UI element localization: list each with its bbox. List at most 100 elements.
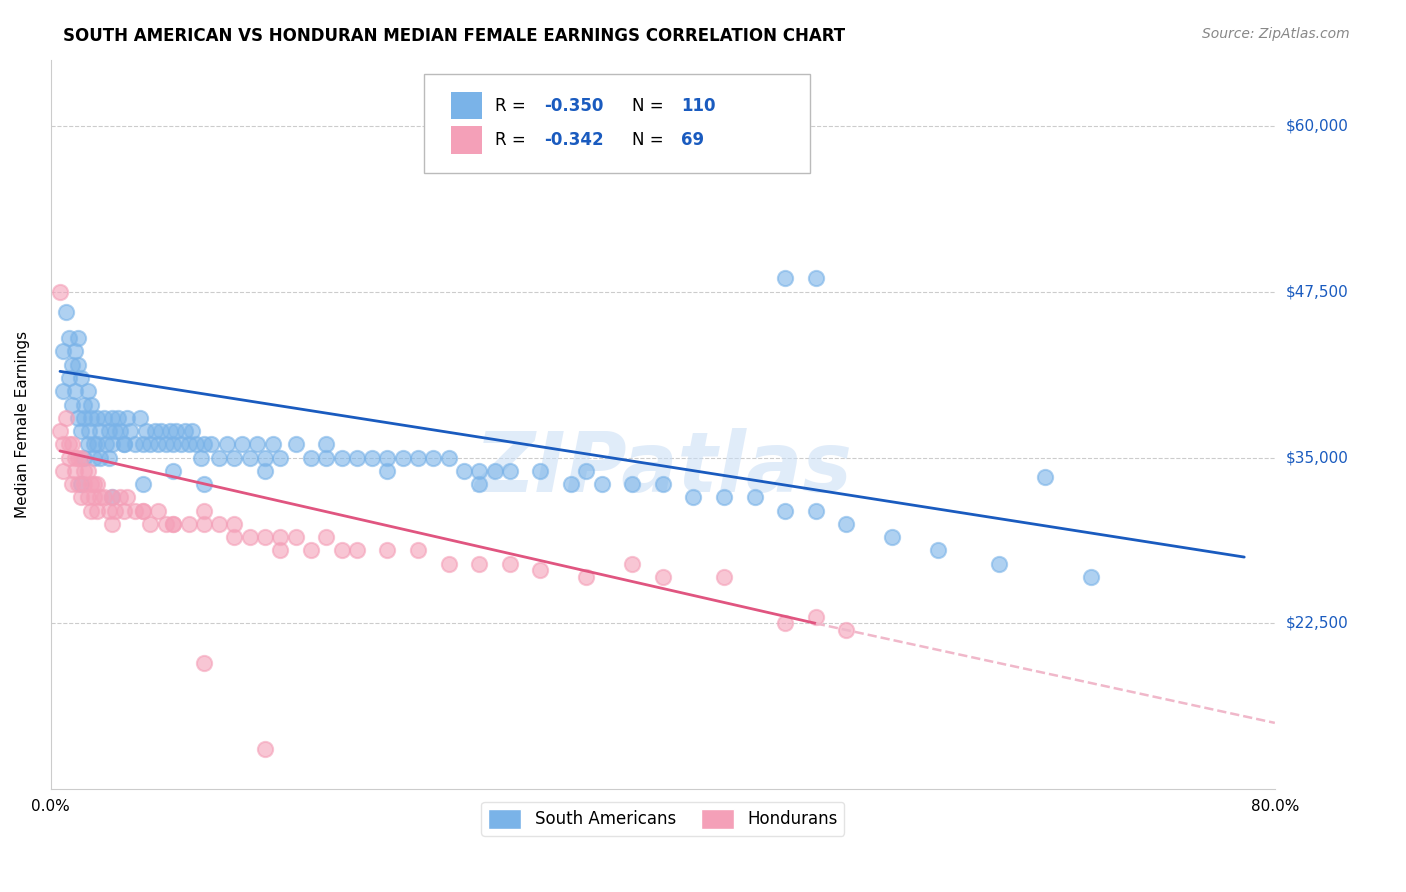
Point xyxy=(124,503,146,517)
Point xyxy=(86,437,108,451)
Point xyxy=(83,450,105,465)
Point xyxy=(79,477,101,491)
Point xyxy=(73,477,96,491)
Text: $22,500: $22,500 xyxy=(1286,615,1348,631)
Point xyxy=(76,437,98,451)
Point xyxy=(108,424,131,438)
Point xyxy=(120,424,142,438)
Point xyxy=(65,384,87,399)
Point xyxy=(76,491,98,505)
Point xyxy=(180,424,202,438)
Point xyxy=(73,464,96,478)
Legend: South Americans, Hondurans: South Americans, Hondurans xyxy=(481,802,845,836)
Text: R =: R = xyxy=(495,96,526,114)
Point xyxy=(83,437,105,451)
Point xyxy=(1033,470,1056,484)
Point xyxy=(162,464,184,478)
Point xyxy=(560,477,582,491)
Point xyxy=(468,464,491,478)
Point xyxy=(77,424,100,438)
Point xyxy=(299,450,322,465)
Point xyxy=(65,344,87,359)
Text: $35,000: $35,000 xyxy=(1286,450,1348,465)
Point xyxy=(104,503,127,517)
Point xyxy=(65,450,87,465)
Point xyxy=(55,304,77,318)
Point xyxy=(346,450,368,465)
Point xyxy=(422,450,444,465)
Point xyxy=(621,557,644,571)
FancyBboxPatch shape xyxy=(451,92,482,120)
Point xyxy=(406,450,429,465)
Point xyxy=(128,410,150,425)
Point xyxy=(377,450,399,465)
Point xyxy=(591,152,613,166)
Point xyxy=(58,450,80,465)
Point xyxy=(60,358,83,372)
Point xyxy=(177,516,200,531)
FancyBboxPatch shape xyxy=(451,126,482,153)
Point xyxy=(79,397,101,411)
Point xyxy=(58,437,80,451)
Text: N =: N = xyxy=(633,96,664,114)
Y-axis label: Median Female Earnings: Median Female Earnings xyxy=(15,331,30,518)
Text: R =: R = xyxy=(495,131,526,149)
Point xyxy=(98,503,121,517)
Point xyxy=(193,503,215,517)
Point xyxy=(330,450,353,465)
Text: N =: N = xyxy=(633,131,664,149)
Point xyxy=(79,503,101,517)
Point xyxy=(112,437,135,451)
Point xyxy=(284,530,307,544)
Point xyxy=(112,503,135,517)
Text: SOUTH AMERICAN VS HONDURAN MEDIAN FEMALE EARNINGS CORRELATION CHART: SOUTH AMERICAN VS HONDURAN MEDIAN FEMALE… xyxy=(63,27,845,45)
Point xyxy=(67,331,90,345)
Point xyxy=(575,464,598,478)
Point xyxy=(651,477,673,491)
Point xyxy=(70,450,93,465)
Point xyxy=(101,410,124,425)
Text: $47,500: $47,500 xyxy=(1286,285,1348,299)
Point xyxy=(107,410,129,425)
Point xyxy=(131,477,153,491)
Point xyxy=(713,570,735,584)
Point xyxy=(377,543,399,558)
Point xyxy=(49,285,72,299)
Point xyxy=(73,397,96,411)
Point xyxy=(804,609,827,624)
Point xyxy=(162,516,184,531)
Point xyxy=(162,437,184,451)
Point xyxy=(499,464,522,478)
Point xyxy=(269,450,291,465)
Point xyxy=(60,397,83,411)
Text: $60,000: $60,000 xyxy=(1286,119,1348,134)
Point xyxy=(101,516,124,531)
Point xyxy=(155,437,177,451)
Point xyxy=(773,271,796,285)
Point xyxy=(139,516,162,531)
Point xyxy=(804,271,827,285)
Point xyxy=(284,437,307,451)
Point xyxy=(52,344,75,359)
Point xyxy=(988,557,1011,571)
Point xyxy=(162,516,184,531)
Point xyxy=(86,477,108,491)
Point xyxy=(193,437,215,451)
Point xyxy=(104,424,127,438)
Point xyxy=(139,437,162,451)
Point xyxy=(269,543,291,558)
FancyBboxPatch shape xyxy=(425,74,810,173)
Point xyxy=(124,437,146,451)
Point xyxy=(117,410,139,425)
Point xyxy=(208,516,231,531)
Point xyxy=(377,464,399,478)
Point xyxy=(193,516,215,531)
Point xyxy=(73,450,96,465)
Point xyxy=(315,437,337,451)
Point xyxy=(882,530,904,544)
Point xyxy=(254,464,277,478)
Point xyxy=(67,450,90,465)
Point xyxy=(315,450,337,465)
Point xyxy=(60,477,83,491)
Point xyxy=(224,450,246,465)
